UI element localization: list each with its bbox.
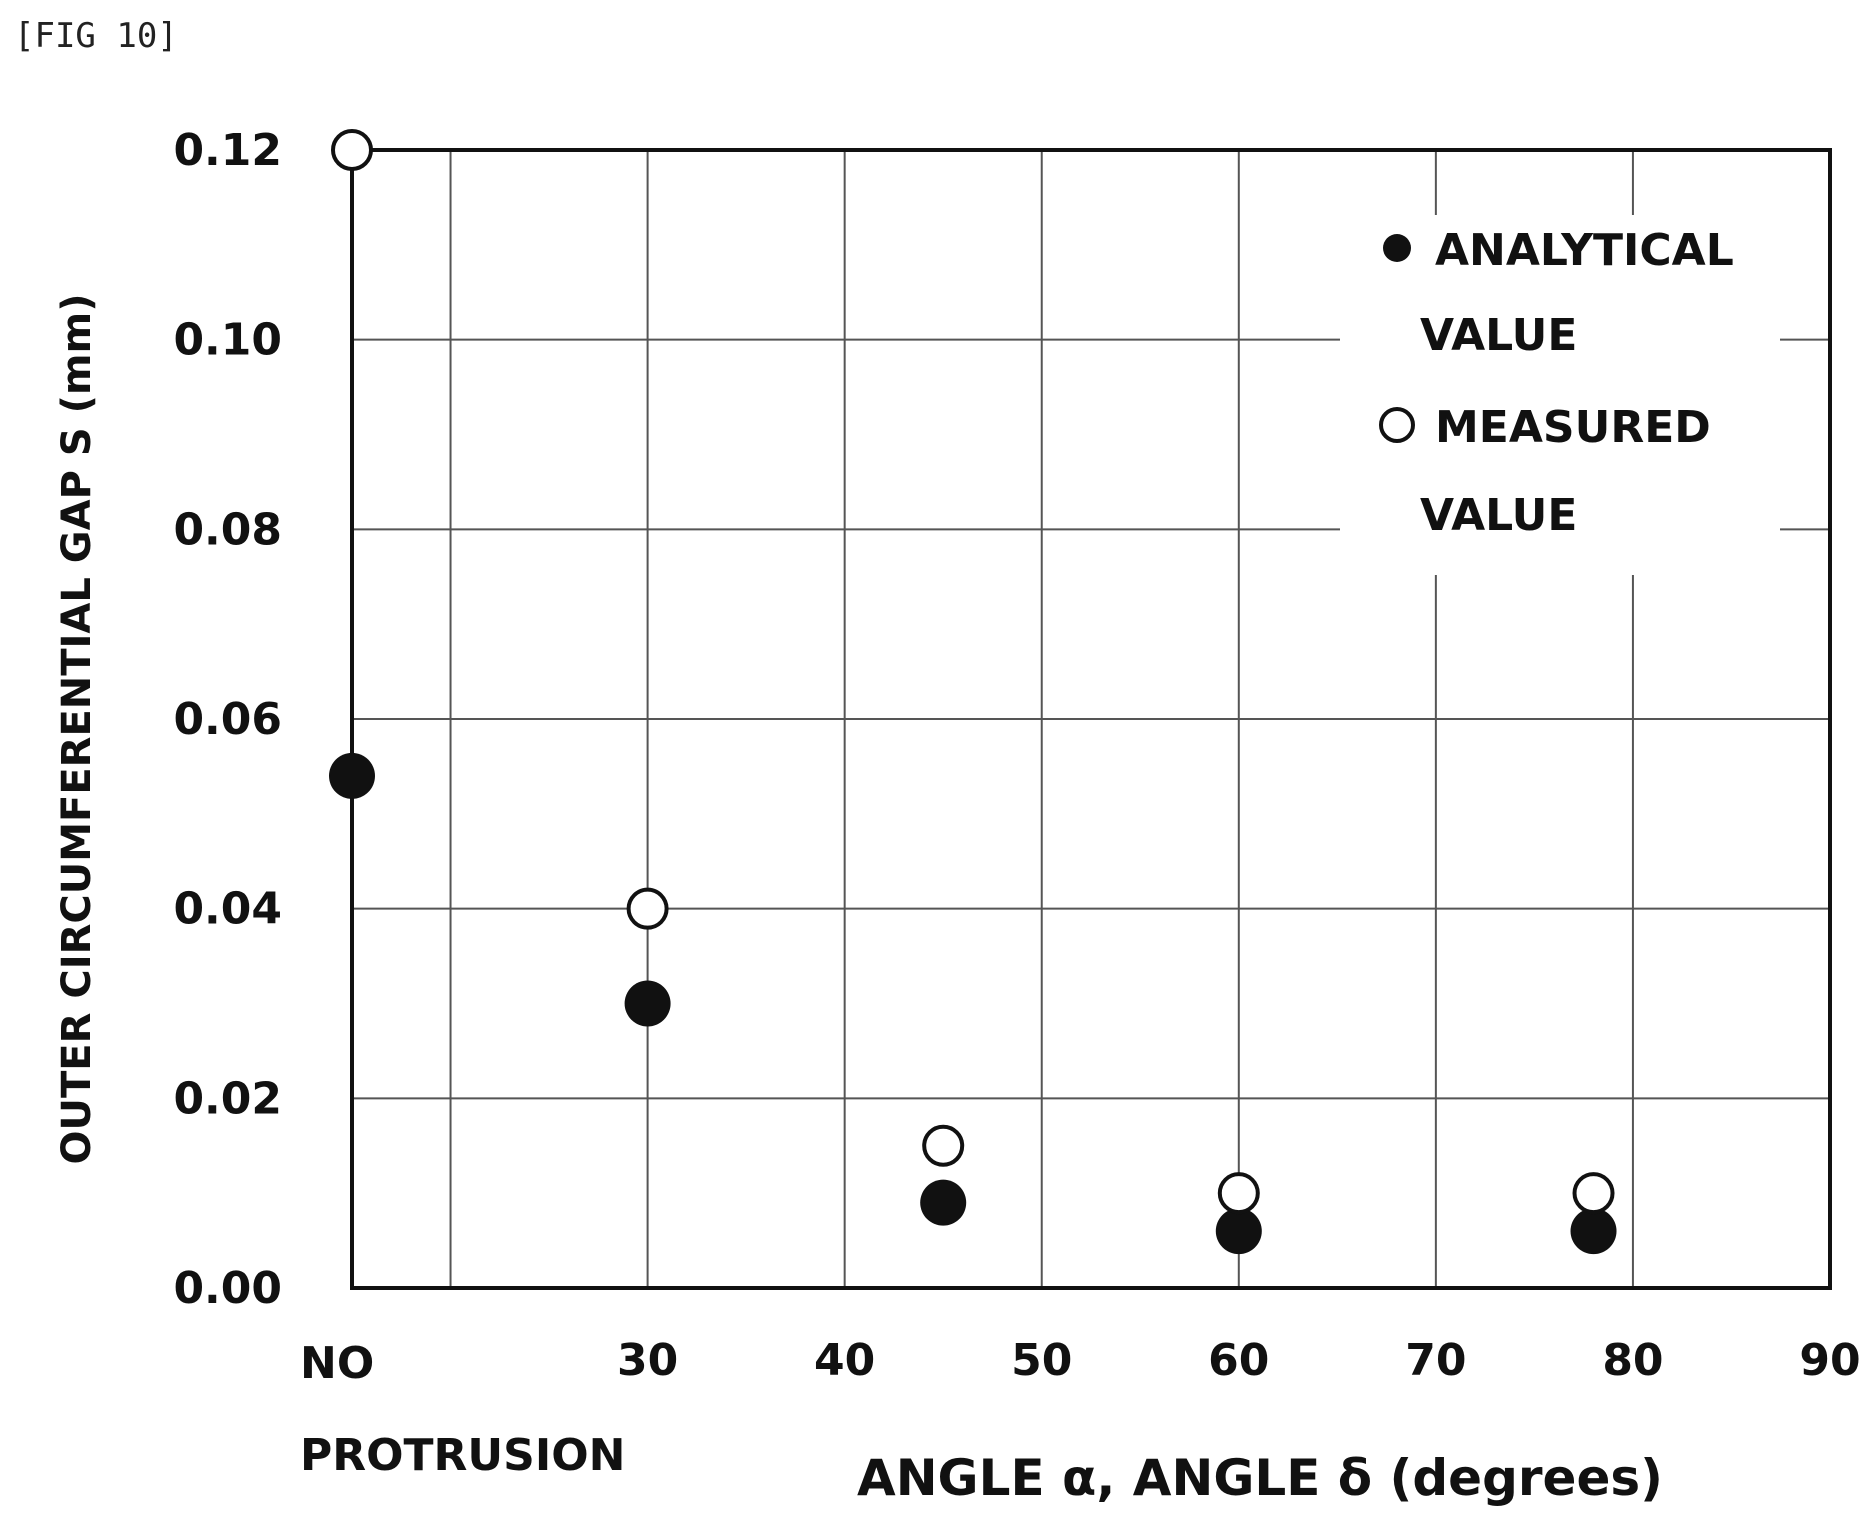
measured-point-0 — [331, 129, 373, 171]
x-tick-label: 50 — [1011, 1335, 1072, 1386]
y-tick-label: 0.12 — [173, 125, 282, 176]
figure-label: [FIG 10] — [14, 16, 178, 56]
legend-label-analytical-line2: VALUE — [1420, 310, 1577, 361]
x-tick-label: 60 — [1208, 1335, 1269, 1386]
x-tick-label: 30 — [617, 1335, 678, 1386]
measured-point-2 — [922, 1124, 965, 1167]
plot-area-frame — [350, 148, 1832, 1290]
legend-marker-measured — [1379, 407, 1415, 443]
legend-label-analytical-line1: ANALYTICAL — [1435, 225, 1734, 276]
y-tick-label: 0.08 — [173, 504, 282, 555]
x-tick-label: 80 — [1602, 1335, 1663, 1386]
y-tick-label: 0.02 — [173, 1073, 282, 1124]
data-markers — [329, 129, 1617, 1255]
y-tick-label: 0.00 — [173, 1263, 282, 1314]
measured-point-1 — [626, 887, 669, 930]
y-tick-label: 0.10 — [173, 315, 282, 366]
x-tick-label: 90 — [1799, 1335, 1860, 1386]
measured-point-3 — [1217, 1172, 1260, 1215]
analytical-point-1 — [624, 980, 671, 1027]
x-axis-title: ANGLE α, ANGLE δ (degrees) — [857, 1449, 1663, 1507]
x-tick-label: 70 — [1405, 1335, 1466, 1386]
x-tick-label-no: NO — [300, 1338, 374, 1389]
measured-point-4 — [1572, 1172, 1615, 1215]
analytical-point-4 — [1570, 1208, 1617, 1255]
legend-label-measured-line1: MEASURED — [1435, 402, 1711, 453]
y-tick-label: 0.06 — [173, 694, 282, 745]
legend: ANALYTICAL VALUE MEASURED VALUE — [1340, 215, 1780, 575]
analytical-point-3 — [1215, 1208, 1262, 1255]
x-tick-label-protrusion: PROTRUSION — [300, 1430, 625, 1481]
x-axis-ticks: 30 40 50 60 70 80 90 — [617, 1335, 1861, 1386]
legend-marker-analytical — [1383, 234, 1411, 262]
legend-label-measured-line2: VALUE — [1420, 490, 1577, 541]
y-axis-ticks: 0.00 0.02 0.04 0.06 0.08 0.10 0.12 — [173, 125, 282, 1314]
analytical-point-2 — [920, 1179, 967, 1226]
analytical-point-0 — [329, 752, 375, 799]
x-tick-label: 40 — [814, 1335, 875, 1386]
y-tick-label: 0.04 — [173, 884, 282, 935]
legend-background — [1340, 215, 1780, 575]
y-axis-title: OUTER CIRCUMFERENTIAL GAP S (mm) — [54, 294, 100, 1165]
